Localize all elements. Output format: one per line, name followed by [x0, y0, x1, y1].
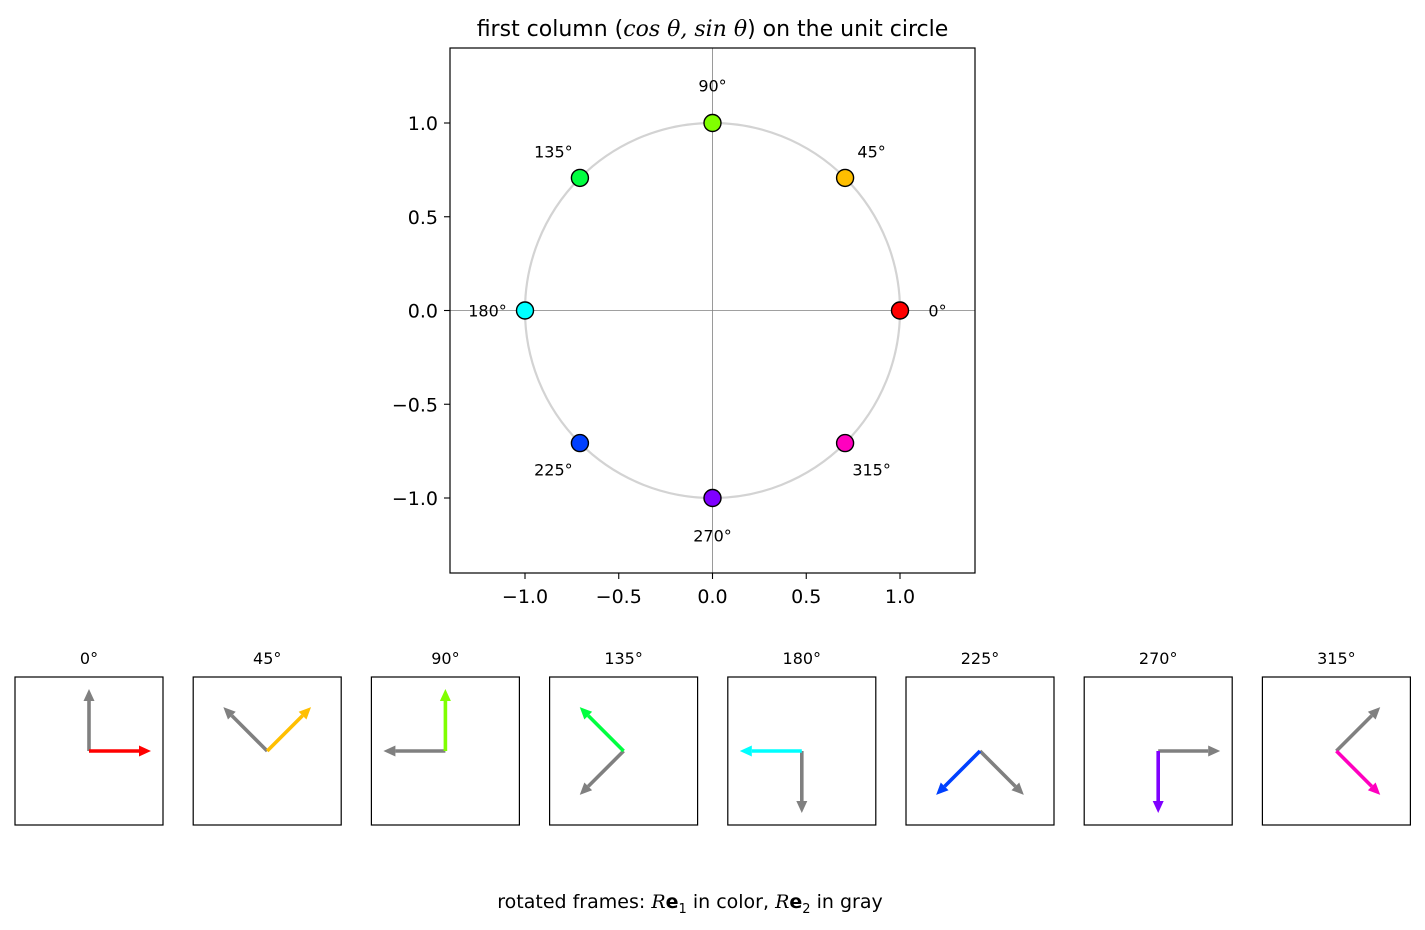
angle-point-label: 0°: [928, 302, 946, 321]
frame-panel: 0°: [14, 649, 164, 826]
e2-arrow-head: [796, 801, 808, 813]
angle-point: [703, 488, 722, 508]
frame-panel-title: 180°: [783, 649, 822, 668]
unit-circle-plot: −1.0 −0.5 0.0 0.5 1.0 −1.0 −0.5 0.0 0.5 1.0 0° 45…: [392, 47, 976, 608]
frame-panel-box: [905, 676, 1055, 826]
frame-panel: 315°: [1261, 649, 1412, 826]
y-tick-label: 1.0: [408, 113, 438, 135]
angle-point-label: 315°: [852, 461, 891, 480]
frame-panel: 180°: [727, 649, 877, 826]
e1-arrow-head: [936, 782, 949, 795]
y-tick-label: 0.5: [408, 207, 438, 229]
x-axis: −1.0 −0.5 0.0 0.5 1.0: [502, 573, 915, 608]
frame-panel-box: [14, 676, 164, 826]
caption: rotated frames: Re1 in color, Re2 in gra…: [497, 891, 882, 917]
e2-arrow-head: [223, 707, 236, 720]
frame-panel-title: 45°: [253, 649, 281, 668]
frame-panel: 135°: [548, 649, 699, 826]
frame-panel: 45°: [192, 649, 342, 826]
y-axis: −1.0 −0.5 0.0 0.5 1.0: [392, 113, 450, 510]
frame-panel: 270°: [1083, 649, 1233, 826]
frame-panel-box: [727, 676, 877, 826]
x-tick-label: −1.0: [502, 586, 548, 608]
e2-arrow-head: [1367, 707, 1381, 720]
frame-panel: 90°: [370, 649, 520, 826]
frame-panel-title: 0°: [80, 649, 98, 668]
e1-arrow-head: [439, 689, 451, 701]
e2-arrow-head: [1011, 782, 1024, 795]
e1-arrow: [1335, 749, 1374, 788]
frame-panel-box: [1083, 676, 1233, 826]
e1-arrow: [265, 714, 304, 753]
title-prefix: first column (: [477, 17, 624, 42]
title-math: cos θ, sin θ: [623, 17, 747, 42]
angle-point-label: 90°: [698, 77, 726, 96]
e1-arrow-head: [739, 745, 752, 757]
y-tick-label: 0.0: [408, 301, 438, 323]
angle-point-label: 135°: [534, 142, 573, 161]
frame-panel-box: [192, 676, 342, 826]
angle-point-label: 180°: [468, 302, 507, 321]
angle-point: [570, 433, 590, 453]
frame-panel-box: [370, 676, 520, 826]
e2-arrow-head: [1208, 745, 1221, 757]
frame-panel-title: 270°: [1139, 649, 1178, 668]
e1-arrow-head: [1152, 801, 1164, 813]
e2-arrow-head: [383, 745, 396, 757]
angle-point: [515, 301, 535, 320]
e1-arrow-head: [1367, 782, 1381, 795]
angle-point-label: 45°: [857, 142, 885, 161]
angle-point-label: 270°: [693, 527, 732, 546]
angle-points: 0° 45° 90° 135° 180° 225° 270° 315°: [468, 77, 946, 546]
angle-point: [835, 168, 855, 188]
y-tick-label: −1.0: [392, 488, 438, 510]
frame-panel-box: [548, 676, 699, 826]
e1-arrow: [586, 714, 625, 753]
angle-point: [570, 168, 590, 188]
angle-point: [835, 433, 855, 453]
e2-arrow-head: [83, 689, 95, 701]
frame-panel-box: [1261, 676, 1412, 826]
x-tick-label: 0.5: [791, 586, 821, 608]
rotated-frame-panels: 0° 45° 90° 135° 180° 225° 270° 315°: [14, 649, 1412, 826]
frame-panel-title: 225°: [961, 649, 1000, 668]
frame-panel-title: 315°: [1317, 649, 1356, 668]
angle-point: [703, 113, 722, 133]
e1-arrow-head: [579, 707, 593, 720]
e1-arrow-head: [139, 745, 151, 757]
x-tick-label: −0.5: [596, 586, 642, 608]
frame-panel-title: 90°: [431, 649, 459, 668]
title-suffix: ) on the unit circle: [747, 17, 948, 42]
x-tick-label: 0.0: [697, 586, 727, 608]
e2-arrow-head: [579, 782, 593, 795]
angle-point: [890, 301, 910, 320]
e2-arrow: [1335, 714, 1374, 753]
chart-title: first column (cos θ, sin θ) on the unit …: [477, 17, 949, 42]
e2-arrow: [978, 749, 1017, 788]
frame-panel-title: 135°: [604, 649, 643, 668]
y-tick-label: −0.5: [392, 394, 438, 416]
e1-arrow: [943, 749, 982, 788]
e2-arrow: [230, 714, 269, 753]
frame-panel: 225°: [905, 649, 1055, 826]
angle-point-label: 225°: [534, 461, 573, 480]
x-tick-label: 1.0: [885, 586, 915, 608]
e1-arrow-head: [298, 707, 312, 720]
e2-arrow: [586, 749, 625, 788]
